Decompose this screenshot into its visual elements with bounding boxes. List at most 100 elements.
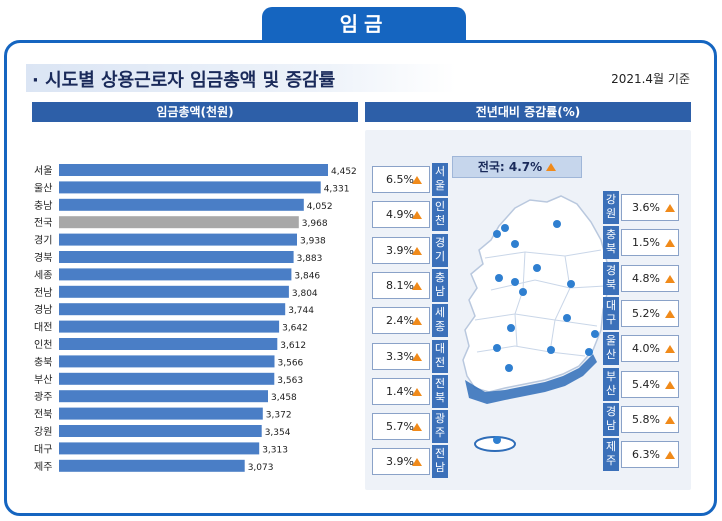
bar-category-label: 세종 xyxy=(34,269,52,281)
rate-box-left: 3.9% 전 남 xyxy=(372,445,460,479)
rate-box-right: 6.3% 제 주 xyxy=(603,438,691,472)
marker-sejong xyxy=(511,278,519,286)
rate-box-left: 3.3% 대 전 xyxy=(372,339,460,373)
basis-date: 2021.4월 기준 xyxy=(611,72,690,86)
bar-category-label: 강원 xyxy=(34,426,52,438)
right-section-header: 전년대비 증감률(%) xyxy=(365,102,691,122)
bar-category-label: 충북 xyxy=(34,356,52,368)
bar-category-label: 제주 xyxy=(34,461,52,473)
bar-value-label: 3,354 xyxy=(265,428,291,438)
marker-incheon xyxy=(493,230,501,238)
bar xyxy=(59,285,289,298)
marker-jeonnam xyxy=(505,364,513,372)
bar-value-label: 3,744 xyxy=(288,306,314,316)
bar xyxy=(59,198,304,211)
bar-category-label: 전국 xyxy=(34,217,52,229)
up-arrow-icon xyxy=(412,458,422,467)
rate-box-right: 4.0% 울 산 xyxy=(603,332,691,366)
marker-gyeongbuk xyxy=(567,280,575,288)
bar xyxy=(59,268,292,281)
rate-box-right: 3.6% 강 원 xyxy=(603,191,691,224)
rate-box-left: 8.1% 충 남 xyxy=(372,268,460,302)
rate-box-left: 4.9% 인 천 xyxy=(372,198,460,232)
up-arrow-icon xyxy=(665,451,675,460)
marker-gangwon xyxy=(553,220,561,228)
up-arrow-icon xyxy=(412,352,422,361)
rate-box-right: 5.2% 대 구 xyxy=(603,296,691,330)
bar-category-label: 충남 xyxy=(34,200,52,212)
up-arrow-icon xyxy=(412,317,422,326)
up-arrow-icon xyxy=(546,163,557,171)
up-arrow-icon xyxy=(412,246,422,255)
up-arrow-icon xyxy=(665,309,675,318)
korea-map xyxy=(462,195,610,452)
bar-category-label: 대전 xyxy=(34,322,52,334)
rate-box-left: 5.7% 광 주 xyxy=(372,410,460,444)
bar-value-label: 3,642 xyxy=(282,324,308,334)
bar xyxy=(59,320,280,333)
bar-value-label: 3,612 xyxy=(280,341,306,351)
up-arrow-icon xyxy=(665,239,675,248)
marker-gwangju xyxy=(493,344,501,352)
marker-gyeongnam xyxy=(547,346,555,354)
bar-category-label: 경남 xyxy=(34,303,52,316)
up-arrow-icon xyxy=(665,415,675,424)
bar-category-label: 인천 xyxy=(34,339,52,351)
rate-box-right: 4.8% 경 북 xyxy=(603,261,691,295)
bar-value-label: 4,331 xyxy=(324,184,350,194)
marker-daejeon xyxy=(519,288,527,296)
bar-category-label: 경북 xyxy=(34,251,52,264)
bar-value-label: 3,883 xyxy=(297,254,323,264)
marker-chungnam xyxy=(495,274,503,282)
bar xyxy=(59,459,245,472)
bar-value-label: 3,313 xyxy=(262,445,288,455)
up-arrow-icon xyxy=(412,281,422,290)
marker-jeonbuk xyxy=(507,324,515,332)
national-rate-label: 전국: 4.7% xyxy=(477,160,543,174)
bar-value-label: 4,452 xyxy=(331,167,357,177)
bar xyxy=(59,442,260,455)
bar-value-label: 3,563 xyxy=(277,376,303,386)
korea-coast-shading xyxy=(465,354,597,404)
title-row: · 시도별 상용근로자 임금총액 및 증감률 2021.4월 기준 xyxy=(26,64,690,92)
rate-value: 3.9% xyxy=(372,448,430,476)
bar-value-label: 3,846 xyxy=(294,271,320,281)
bar-value-label: 3,073 xyxy=(248,463,274,473)
bar xyxy=(59,407,263,420)
page-title: · 시도별 상용근로자 임금총액 및 증감률 xyxy=(32,70,336,91)
bar-category-label: 대구 xyxy=(34,443,52,455)
bar xyxy=(59,216,299,229)
bar xyxy=(59,338,278,350)
up-arrow-icon xyxy=(665,204,675,212)
bar-value-label: 3,968 xyxy=(302,219,328,229)
rate-box-right: 5.4% 부 산 xyxy=(603,367,691,401)
rate-value: 1.5% xyxy=(621,229,679,257)
rate-box-left: 1.4% 전 북 xyxy=(372,374,460,408)
bar-category-label: 전남 xyxy=(34,287,52,299)
bar-category-label: 서울 xyxy=(34,165,52,177)
wage-bar-chart-panel: 서울 4,452 울산 4,331 충남 4,052 전국 3,968 경기 3,938 경북 3,8… xyxy=(32,130,358,490)
up-arrow-icon xyxy=(665,274,675,283)
korea-region-borders xyxy=(474,249,606,357)
up-arrow-icon xyxy=(665,380,675,389)
rate-box-left: 2.4% 세 종 xyxy=(372,304,460,338)
title-band xyxy=(26,64,456,92)
rate-box-left: 3.9% 경 기 xyxy=(372,233,460,267)
rate-value: 8.1% xyxy=(372,271,430,299)
up-arrow-icon xyxy=(412,387,422,396)
rate-box-right: 5.8% 경 남 xyxy=(603,402,691,436)
